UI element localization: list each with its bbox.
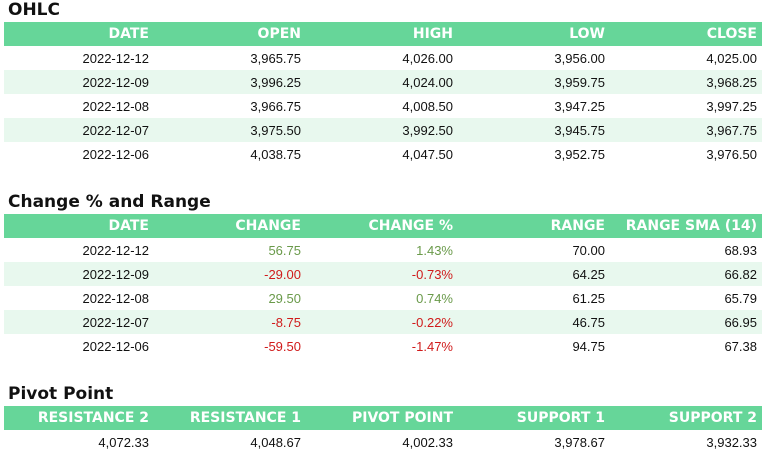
pivot-cell-pivot-point: 4,002.33 [402,434,453,450]
table-row: 2022-12-12 56.75 1.43% 70.00 68.93 [4,238,762,262]
change-range-table: DATE CHANGE CHANGE % RANGE RANGE SMA (14… [4,214,762,358]
change-cell-change: 29.50 [268,290,301,306]
change-header-date: DATE [4,214,154,238]
change-range-section: Change % and Range DATE CHANGE CHANGE % … [4,192,762,358]
ohlc-cell-low: 3,947.25 [554,98,605,114]
ohlc-cell-low: 3,959.75 [458,70,610,94]
ohlc-header-date: DATE [4,22,154,46]
table-row: 4,072.33 4,048.67 4,002.33 3,978.67 3,93… [4,430,762,454]
ohlc-cell-low: 3,956.00 [554,50,605,66]
pivot-cell-support-1: 3,978.67 [554,434,605,450]
table-row: 2022-12-07 3,975.50 3,992.50 3,945.75 3,… [4,118,762,142]
change-cell-date: 2022-12-07 [4,310,154,334]
change-cell-change-pct: 1.43% [416,242,453,258]
ohlc-cell-close: 3,968.25 [610,70,762,94]
change-cell-range: 46.75 [458,310,610,334]
change-range-title: Change % and Range [8,192,211,212]
change-cell-change-pct: 0.74% [416,290,453,306]
pivot-point-section: Pivot Point RESISTANCE 2 RESISTANCE 1 PI… [4,384,762,454]
ohlc-section: OHLC DATE OPEN HIGH LOW CLOSE 2022-12-12… [4,0,762,166]
change-cell-range: 61.25 [572,290,605,306]
ohlc-cell-low: 3,952.75 [554,146,605,162]
table-row: 2022-12-08 3,966.75 4,008.50 3,947.25 3,… [4,94,762,118]
ohlc-cell-close: 3,997.25 [706,98,757,114]
table-row: 2022-12-06 -59.50 -1.47% 94.75 67.38 [4,334,762,358]
ohlc-cell-close: 3,976.50 [706,146,757,162]
change-cell-date: 2022-12-06 [82,338,150,354]
change-cell-date: 2022-12-09 [4,262,154,286]
ohlc-cell-open: 3,975.50 [154,118,306,142]
change-header-range-sma: RANGE SMA (14) [610,214,762,238]
ohlc-header-low: LOW [458,22,610,46]
pivot-header-support-1: SUPPORT 1 [458,406,610,430]
ohlc-cell-date: 2022-12-07 [4,118,154,142]
ohlc-cell-high: 4,008.50 [402,98,453,114]
pivot-cell-resistance-2: 4,072.33 [98,434,149,450]
change-header-range: RANGE [458,214,610,238]
ohlc-cell-high: 4,047.50 [402,146,453,162]
change-cell-change: -29.00 [154,262,306,286]
pivot-point-title: Pivot Point [8,384,114,404]
table-row: 2022-12-07 -8.75 -0.22% 46.75 66.95 [4,310,762,334]
pivot-header-pivot-point: PIVOT POINT [306,406,458,430]
ohlc-header-open: OPEN [154,22,306,46]
change-cell-date: 2022-12-08 [82,290,150,306]
ohlc-table: DATE OPEN HIGH LOW CLOSE 2022-12-12 3,96… [4,22,762,166]
ohlc-title: OHLC [8,0,60,20]
ohlc-cell-date: 2022-12-08 [82,98,150,114]
ohlc-cell-low: 3,945.75 [458,118,610,142]
pivot-header-row: RESISTANCE 2 RESISTANCE 1 PIVOT POINT SU… [4,406,762,430]
change-cell-range-sma: 66.82 [610,262,762,286]
change-cell-change: -59.50 [264,338,301,354]
change-cell-change-pct: -1.47% [411,338,453,354]
ohlc-cell-close: 3,967.75 [610,118,762,142]
ohlc-cell-high: 3,992.50 [306,118,458,142]
pivot-point-table: RESISTANCE 2 RESISTANCE 1 PIVOT POINT SU… [4,406,762,454]
change-cell-date: 2022-12-12 [82,242,150,258]
change-cell-range-sma: 68.93 [724,242,757,258]
change-cell-range-sma: 67.38 [724,338,757,354]
ohlc-header-high: HIGH [306,22,458,46]
pivot-cell-resistance-1: 4,048.67 [250,434,301,450]
ohlc-header-row: DATE OPEN HIGH LOW CLOSE [4,22,762,46]
change-cell-change-pct: -0.22% [306,310,458,334]
ohlc-cell-close: 4,025.00 [706,50,757,66]
ohlc-cell-date: 2022-12-12 [82,50,150,66]
change-cell-change: 56.75 [268,242,301,258]
change-cell-range: 64.25 [458,262,610,286]
change-cell-range: 94.75 [572,338,605,354]
ohlc-cell-high: 4,024.00 [306,70,458,94]
table-row: 2022-12-09 -29.00 -0.73% 64.25 66.82 [4,262,762,286]
change-cell-range-sma: 66.95 [610,310,762,334]
pivot-cell-support-2: 3,932.33 [706,434,757,450]
table-row: 2022-12-09 3,996.25 4,024.00 3,959.75 3,… [4,70,762,94]
ohlc-cell-high: 4,026.00 [402,50,453,66]
ohlc-cell-open: 3,965.75 [250,50,301,66]
ohlc-cell-date: 2022-12-06 [82,146,150,162]
table-row: 2022-12-06 4,038.75 4,047.50 3,952.75 3,… [4,142,762,166]
ohlc-cell-open: 3,966.75 [250,98,301,114]
change-cell-range-sma: 65.79 [724,290,757,306]
change-cell-change-pct: -0.73% [306,262,458,286]
pivot-header-resistance-2: RESISTANCE 2 [4,406,154,430]
table-row: 2022-12-12 3,965.75 4,026.00 3,956.00 4,… [4,46,762,70]
change-header-change: CHANGE [154,214,306,238]
ohlc-cell-date: 2022-12-09 [4,70,154,94]
change-cell-change: -8.75 [154,310,306,334]
ohlc-cell-open: 3,996.25 [154,70,306,94]
change-header-row: DATE CHANGE CHANGE % RANGE RANGE SMA (14… [4,214,762,238]
change-header-change-pct: CHANGE % [306,214,458,238]
table-row: 2022-12-08 29.50 0.74% 61.25 65.79 [4,286,762,310]
ohlc-cell-open: 4,038.75 [250,146,301,162]
pivot-header-resistance-1: RESISTANCE 1 [154,406,306,430]
ohlc-header-close: CLOSE [610,22,762,46]
pivot-header-support-2: SUPPORT 2 [610,406,762,430]
change-cell-range: 70.00 [572,242,605,258]
